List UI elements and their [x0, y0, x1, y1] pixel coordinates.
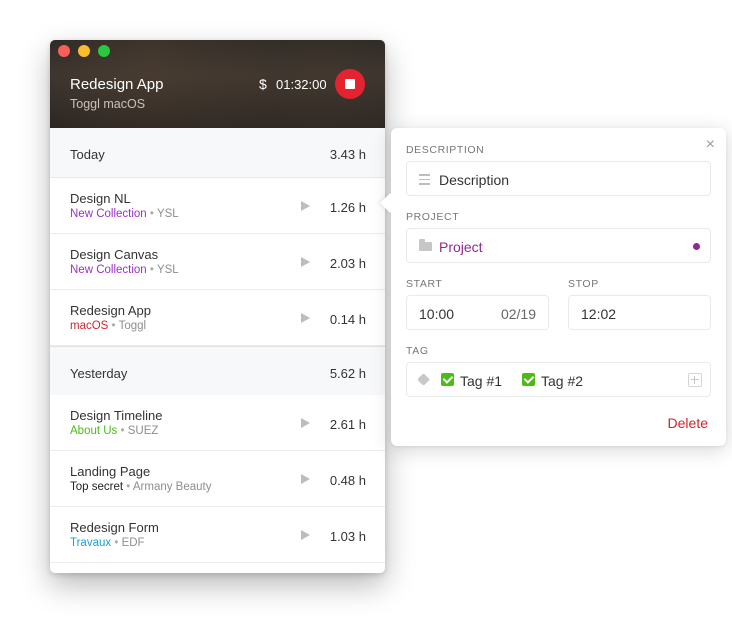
entry-duration: 0.48 h	[329, 473, 366, 488]
stop-button[interactable]	[335, 69, 365, 99]
checkbox-icon[interactable]	[522, 373, 535, 386]
play-icon[interactable]	[301, 418, 310, 428]
time-entry-row[interactable]: Redesign Form Travaux • EDF 1.03 h	[50, 507, 385, 563]
timer-header: Redesign App Toggl macOS $ 01:32:00	[50, 40, 385, 128]
stop-time[interactable]: 12:02	[581, 306, 617, 322]
close-window-button[interactable]	[58, 45, 70, 57]
entry-meta: About Us • SUEZ	[70, 425, 159, 437]
time-entry-row[interactable]: Design NL New Collection • YSL 1.26 h	[50, 178, 385, 234]
entry-meta: New Collection • YSL	[70, 208, 179, 220]
day-header-today: Today 3.43 h	[50, 128, 385, 178]
running-entry-title[interactable]: Redesign App	[70, 76, 164, 93]
time-entry-row[interactable]: Landing Page Top secret • Armany Beauty …	[50, 451, 385, 507]
stop-label: STOP	[568, 278, 599, 290]
entry-client: YSL	[156, 208, 179, 220]
stop-icon	[345, 79, 355, 89]
day-total: 5.62 h	[329, 366, 366, 381]
zoom-window-button[interactable]	[98, 45, 110, 57]
entry-duration: 0.14 h	[329, 312, 366, 327]
project-select[interactable]: Project	[406, 228, 711, 263]
entry-duration: 2.03 h	[329, 256, 366, 271]
delete-button[interactable]: Delete	[667, 415, 708, 431]
entry-title: Redesign App	[70, 303, 151, 318]
close-icon[interactable]: ×	[705, 136, 715, 153]
entry-client: SUEZ	[127, 425, 159, 437]
tag-item[interactable]: Tag #2	[541, 373, 584, 389]
play-icon[interactable]	[301, 474, 310, 484]
entry-client: Toggl	[118, 320, 147, 332]
project-color-dot	[693, 243, 700, 250]
entry-duration: 1.03 h	[329, 529, 366, 544]
entry-project: New Collection	[70, 208, 147, 220]
start-label: START	[406, 278, 443, 290]
entry-client: YSL	[156, 264, 179, 276]
folder-icon	[419, 239, 432, 251]
entry-meta: New Collection • YSL	[70, 264, 179, 276]
description-icon	[419, 174, 430, 188]
description-input[interactable]: Description	[406, 161, 711, 196]
day-label: Yesterday	[70, 366, 128, 381]
entry-title: Design Canvas	[70, 247, 159, 262]
entry-client: Armany Beauty	[132, 481, 212, 493]
play-icon[interactable]	[301, 530, 310, 540]
stop-input[interactable]: 12:02	[568, 295, 711, 330]
day-total: 3.43 h	[329, 147, 366, 162]
tag-item[interactable]: Tag #1	[460, 373, 503, 389]
day-header-yesterday: Yesterday 5.62 h	[50, 346, 385, 397]
play-icon[interactable]	[301, 257, 310, 267]
time-entry-row[interactable]: Redesign App macOS • Toggl 0.14 h	[50, 290, 385, 346]
start-input[interactable]: 10:00 02/19	[406, 295, 549, 330]
start-date[interactable]: 02/19	[500, 306, 536, 322]
entry-editor-panel: × DESCRIPTION Description PROJECT Projec…	[380, 128, 726, 446]
minimize-window-button[interactable]	[78, 45, 90, 57]
checkbox-icon[interactable]	[441, 373, 454, 386]
entry-title: Landing Page	[70, 464, 151, 479]
description-value: Description	[439, 172, 510, 188]
tag-icon	[417, 373, 430, 386]
entry-project: New Collection	[70, 264, 147, 276]
entry-duration: 2.61 h	[329, 417, 366, 432]
entry-meta: Top secret • Armany Beauty	[70, 481, 212, 493]
tag-input[interactable]: Tag #1 Tag #2	[406, 362, 711, 397]
running-timer: 01:32:00	[276, 77, 327, 92]
play-icon[interactable]	[301, 313, 310, 323]
time-entry-row[interactable]: Design Timeline About Us • SUEZ 2.61 h	[50, 395, 385, 451]
entry-duration: 1.26 h	[329, 200, 366, 215]
description-label: DESCRIPTION	[406, 144, 485, 156]
billable-icon[interactable]: $	[259, 76, 267, 92]
running-entry-project: Toggl macOS	[70, 97, 146, 111]
entry-project: About Us	[70, 425, 118, 437]
entry-project: macOS	[70, 320, 109, 332]
project-value: Project	[439, 239, 483, 255]
play-icon[interactable]	[301, 201, 310, 211]
entry-title: Redesign Form	[70, 520, 159, 535]
entry-project: Travaux	[70, 537, 112, 549]
entry-meta: Travaux • EDF	[70, 537, 145, 549]
tag-label: TAG	[406, 345, 429, 357]
time-entry-row[interactable]: Design Canvas New Collection • YSL 2.03 …	[50, 234, 385, 290]
timer-window: Redesign App Toggl macOS $ 01:32:00 Toda…	[50, 40, 385, 573]
entry-title: Design Timeline	[70, 408, 163, 423]
entry-meta: macOS • Toggl	[70, 320, 147, 332]
project-label: PROJECT	[406, 211, 460, 223]
entry-project: Top secret	[70, 481, 124, 493]
entry-client: EDF	[121, 537, 145, 549]
start-time[interactable]: 10:00	[419, 306, 455, 322]
day-label: Today	[70, 147, 105, 162]
plus-icon[interactable]	[688, 373, 702, 387]
entry-title: Design NL	[70, 191, 131, 206]
